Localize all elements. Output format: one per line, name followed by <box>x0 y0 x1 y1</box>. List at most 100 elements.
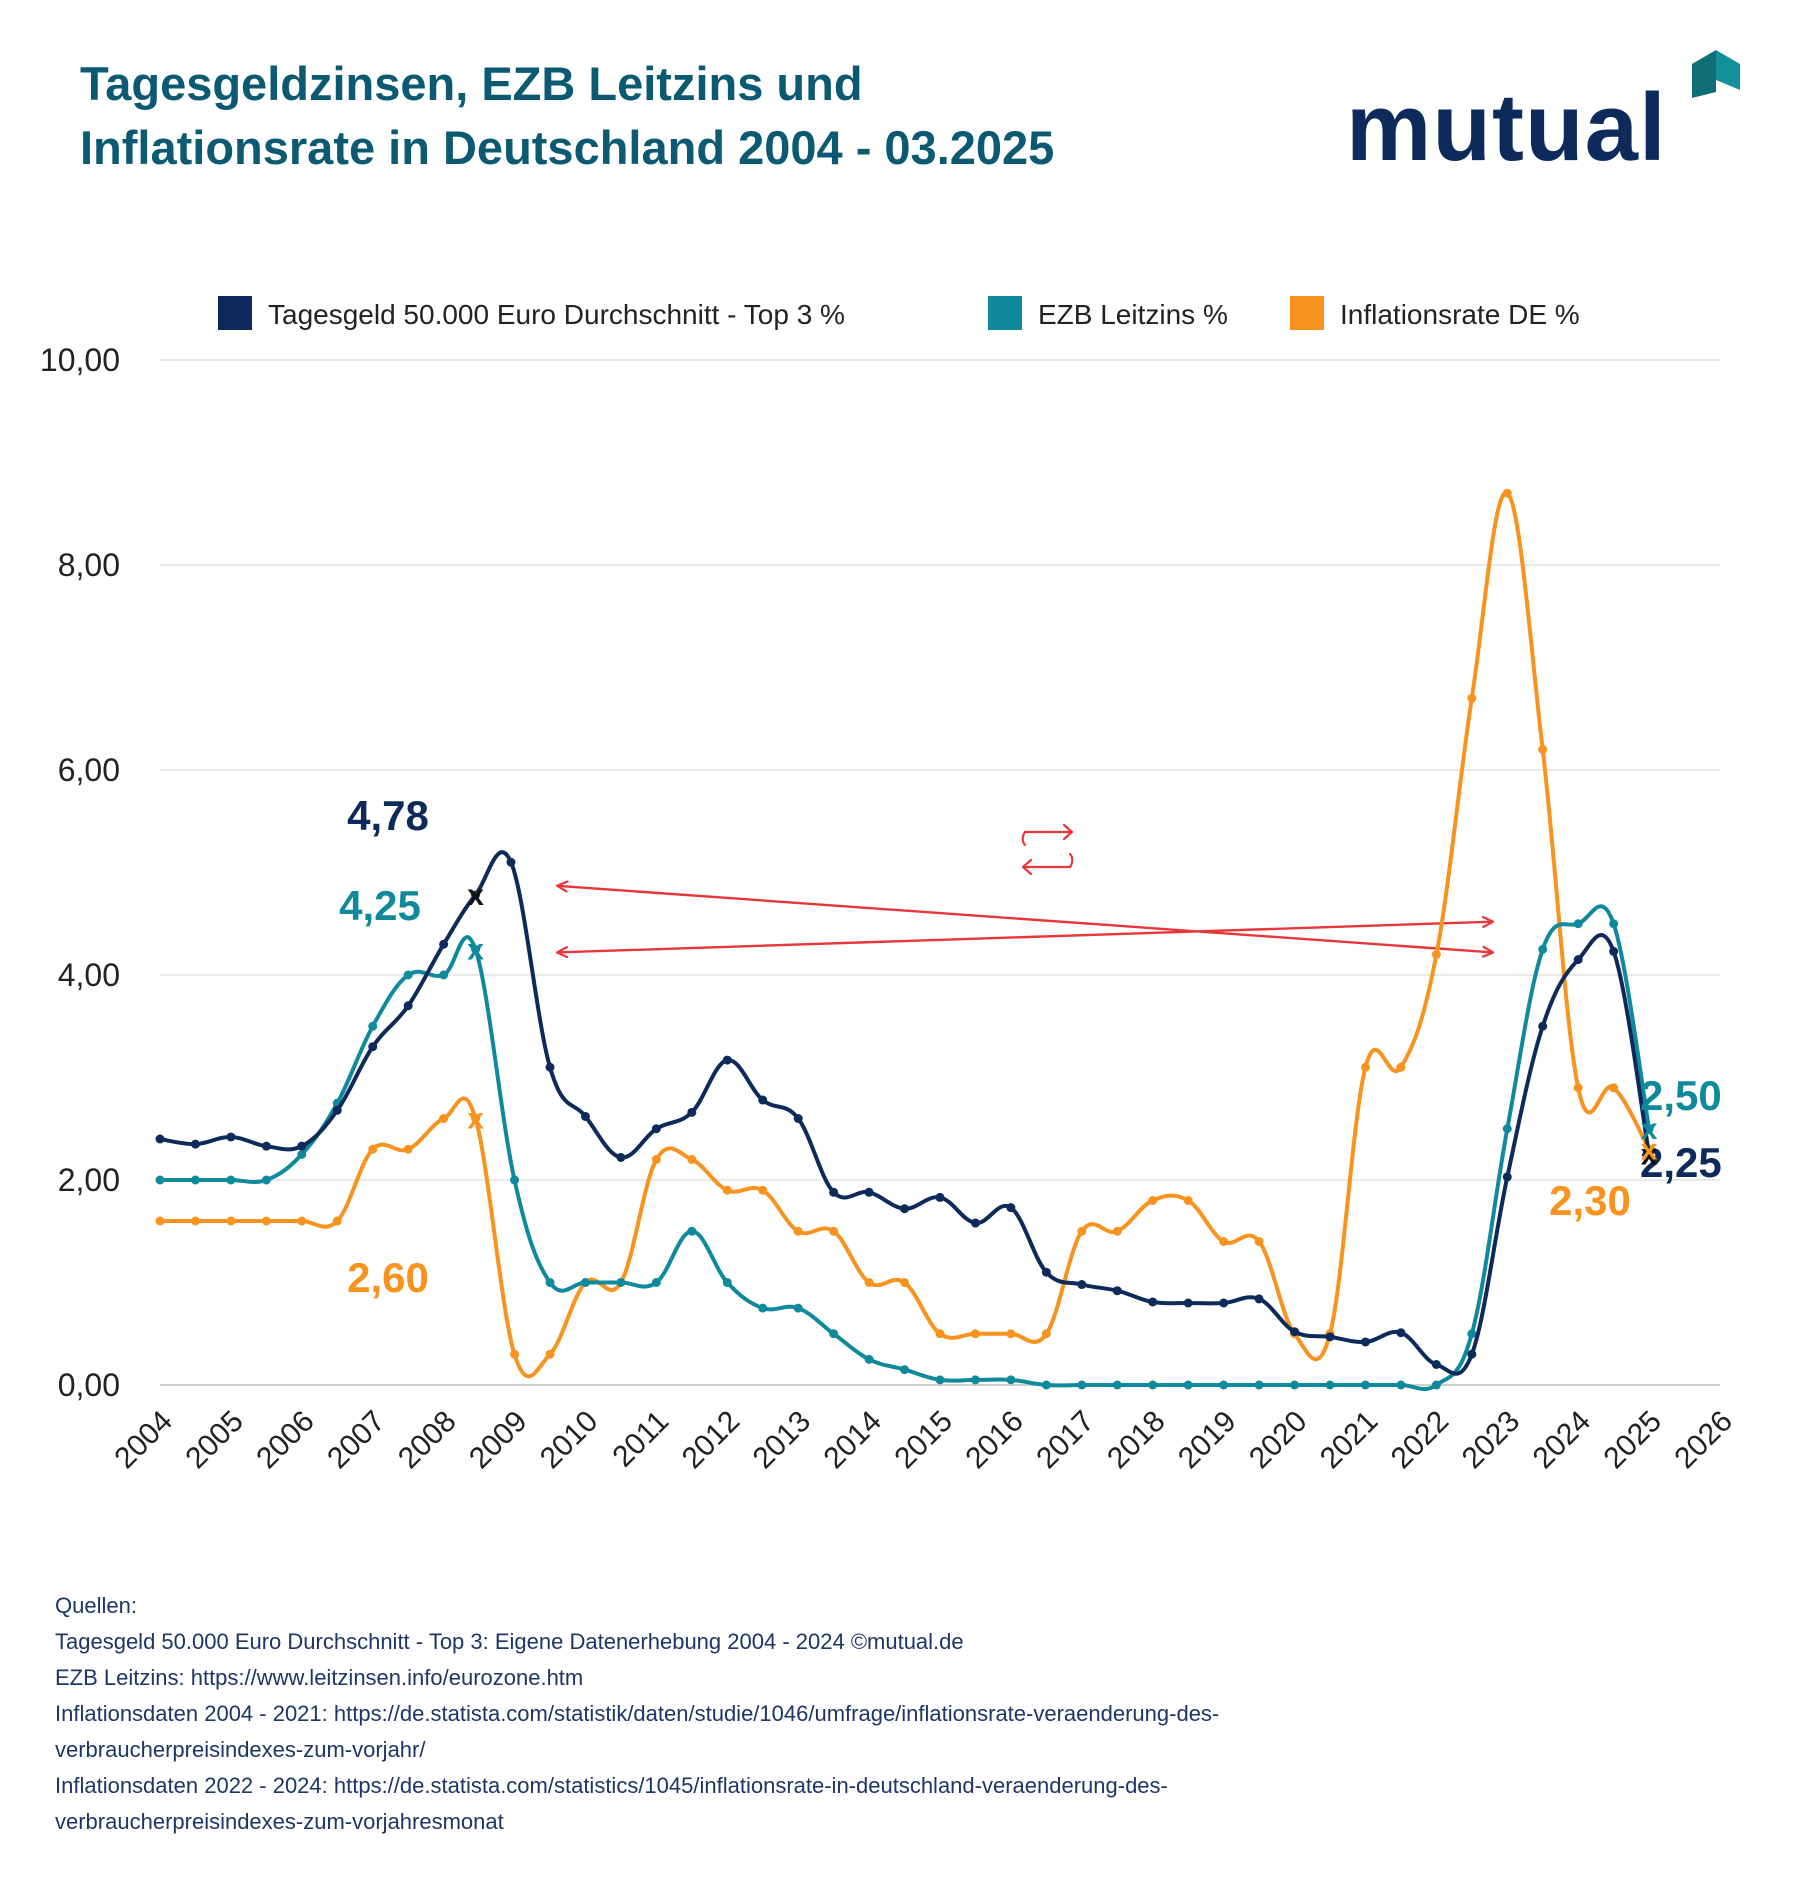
x-tick-label: 2021 <box>1314 1405 1385 1476</box>
legend-swatch <box>1290 296 1324 330</box>
source-line: verbraucherpreisindexes-zum-vorjahresmon… <box>55 1809 504 1834</box>
data-point <box>758 1185 768 1195</box>
data-point <box>1573 919 1583 929</box>
data-point <box>1360 1380 1370 1390</box>
data-point <box>1219 1237 1229 1246</box>
data-point <box>506 857 516 867</box>
data-point <box>1254 1237 1264 1246</box>
data-point <box>1502 488 1512 498</box>
data-point <box>1112 1286 1122 1296</box>
comparison-arrows <box>557 886 1493 953</box>
x-tick-label: 2008 <box>392 1405 463 1476</box>
comparison-arrow <box>557 886 1493 953</box>
comparison-arrow <box>557 922 1493 953</box>
data-point <box>793 1226 803 1236</box>
data-point <box>616 1278 626 1287</box>
data-point <box>722 1278 732 1287</box>
data-point <box>1396 1380 1406 1390</box>
x-tick-label: 2019 <box>1172 1405 1243 1476</box>
data-point <box>368 1042 378 1052</box>
data-point <box>1148 1297 1158 1307</box>
y-tick-label: 8,00 <box>58 547 120 583</box>
data-point <box>297 1149 307 1159</box>
value-label: 2,50 <box>1640 1072 1722 1119</box>
data-point <box>651 1124 661 1134</box>
x-tick-label: 2011 <box>606 1405 675 1474</box>
swap-arrows-icon <box>1021 823 1074 876</box>
data-point <box>1538 1021 1548 1031</box>
y-tick-label: 6,00 <box>58 752 120 788</box>
data-point <box>403 970 413 980</box>
data-point <box>1325 1332 1335 1342</box>
value-label: 4,78 <box>347 792 429 839</box>
title-line-1: Tagesgeldzinsen, EZB Leitzins und <box>80 57 863 110</box>
data-point <box>1609 946 1619 956</box>
y-tick-label: 10,00 <box>40 342 120 378</box>
y-axis-ticks: 0,00 2,00 4,00 6,00 8,00 10,00 <box>40 342 120 1403</box>
data-point <box>829 1187 839 1197</box>
data-point <box>722 1185 732 1195</box>
data-point <box>1148 1196 1158 1205</box>
data-point <box>510 1349 520 1359</box>
data-point <box>155 1134 165 1144</box>
data-point <box>1325 1380 1335 1390</box>
data-point <box>1360 1337 1370 1347</box>
series-line <box>158 904 1652 1392</box>
data-point <box>1431 1360 1441 1369</box>
data-point <box>190 1175 200 1185</box>
data-point <box>403 1144 413 1154</box>
data-point <box>1041 1380 1051 1390</box>
data-point <box>1502 1124 1512 1134</box>
x-marker: x <box>467 1103 484 1136</box>
data-point <box>545 1349 555 1359</box>
data-point <box>864 1354 874 1364</box>
title-line-2: Inflationsrate in Deutschland 2004 - 03.… <box>80 121 1055 174</box>
sources: Quellen: Tagesgeld 50.000 Euro Durchschn… <box>55 1588 1755 1840</box>
legend-swatch <box>218 296 252 330</box>
data-point <box>970 1375 980 1385</box>
source-line: verbraucherpreisindexes-zum-vorjahr/ <box>55 1737 426 1762</box>
data-point <box>1467 1349 1477 1359</box>
data-point <box>970 1218 980 1228</box>
logo-text: mutual <box>1346 74 1667 181</box>
data-point <box>1006 1329 1016 1339</box>
legend-swatch <box>988 296 1022 330</box>
series-line <box>158 850 1652 1376</box>
value-label: 2,60 <box>347 1254 429 1301</box>
data-point <box>864 1187 874 1197</box>
data-point <box>1431 1380 1441 1390</box>
data-point <box>580 1111 590 1121</box>
data-point <box>651 1155 661 1164</box>
data-point <box>970 1329 980 1339</box>
x-tick-label: 2014 <box>818 1405 889 1476</box>
x-tick-label: 2005 <box>179 1405 250 1476</box>
data-point <box>545 1278 555 1287</box>
x-marker: x <box>1641 1113 1658 1146</box>
data-point <box>1609 1083 1619 1093</box>
chart-legend: Tagesgeld 50.000 Euro Durchschnitt - Top… <box>218 296 1580 330</box>
data-point <box>829 1329 839 1339</box>
data-point <box>261 1141 271 1151</box>
data-point <box>900 1365 910 1375</box>
data-point <box>1112 1226 1122 1236</box>
data-point <box>1183 1380 1193 1390</box>
data-point <box>687 1226 697 1236</box>
series-line <box>158 491 1652 1379</box>
data-point <box>471 944 481 954</box>
data-point <box>935 1329 945 1339</box>
data-point <box>1538 944 1548 954</box>
chart-grid <box>160 359 1720 1386</box>
x-marker: x <box>467 879 484 912</box>
x-tick-label: 2018 <box>1101 1405 1172 1476</box>
data-point <box>651 1278 661 1287</box>
data-point <box>1112 1380 1122 1390</box>
x-tick-label: 2016 <box>959 1405 1030 1476</box>
data-point <box>1077 1226 1087 1236</box>
y-tick-label: 4,00 <box>58 957 120 993</box>
series-2 <box>155 488 1654 1379</box>
data-point <box>155 1175 165 1185</box>
data-point <box>1644 1149 1654 1159</box>
data-point <box>1219 1380 1229 1390</box>
x-tick-label: 2026 <box>1668 1405 1739 1476</box>
